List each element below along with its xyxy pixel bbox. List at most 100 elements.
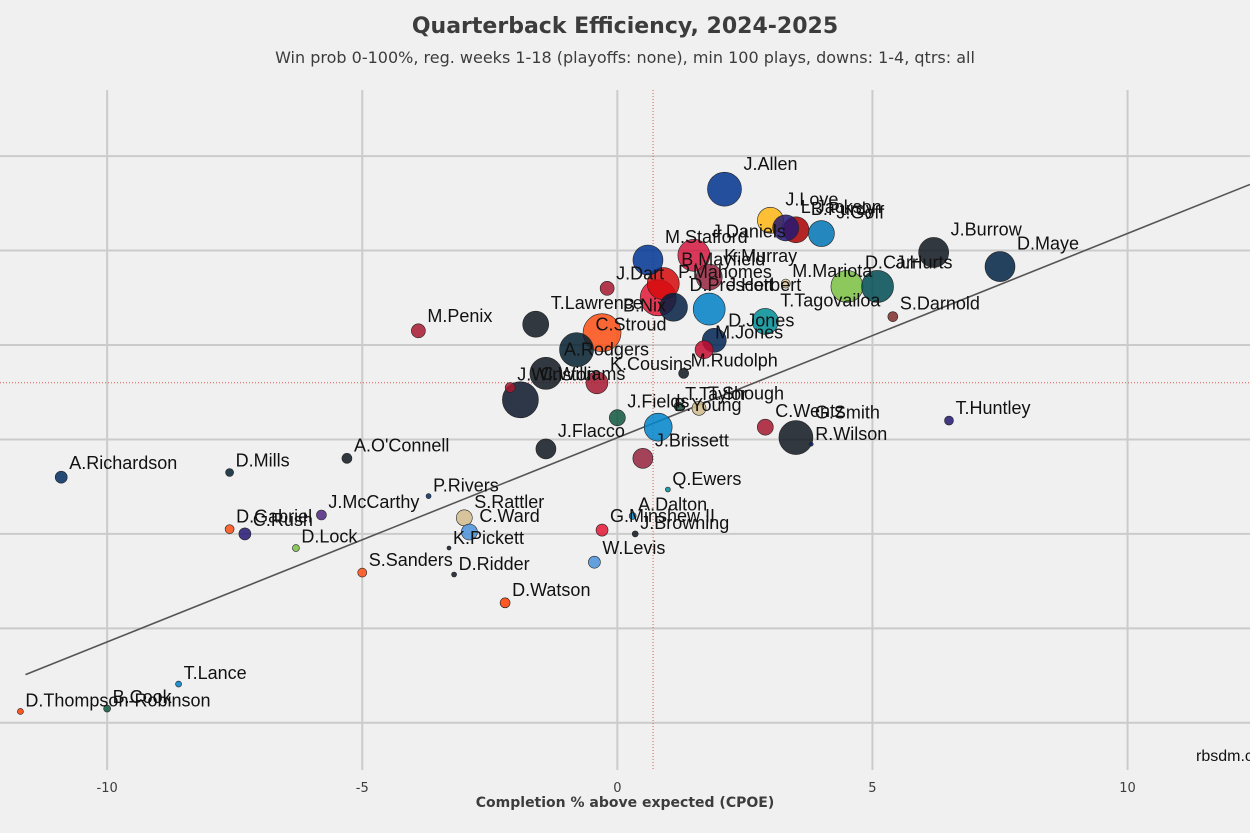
label-k-cousins: K.Cousins [610, 354, 692, 374]
point-t-taylor [673, 401, 684, 412]
x-tick-label: 5 [868, 781, 876, 796]
label-j-herbert: J.Herbert [727, 275, 801, 295]
label-a-rodgers: A.Rodgers [564, 339, 649, 359]
point-d-ridder [451, 571, 457, 578]
point-g-smith [778, 420, 814, 455]
x-tick-label: -5 [356, 781, 369, 796]
label-w-levis: W.Levis [602, 538, 665, 558]
point-j-hurts [861, 270, 894, 303]
point-c-rush [238, 527, 252, 541]
point-j-mccarthy [316, 509, 327, 521]
label-b-cook: B.Cook [113, 687, 173, 707]
point-m-rudolph [678, 368, 689, 379]
label-a-o-connell: A.O'Connell [354, 435, 449, 455]
label-m-jones: M.Jones [715, 323, 783, 343]
label-j-hurts: J.Hurts [896, 252, 953, 272]
label-b-young: B.Young [674, 395, 741, 415]
point-k-cousins [585, 371, 609, 395]
label-c-stroud: C.Stroud [596, 315, 667, 335]
label-b-mayfield: B.Mayfield [681, 250, 765, 270]
x-tick-label: 0 [613, 781, 621, 796]
point-b-young [643, 412, 673, 442]
label-j-brissett: J.Brissett [655, 430, 729, 450]
point-d-watson [499, 597, 511, 609]
label-t-shough: T.Shough [708, 383, 784, 403]
point-t-lance [175, 680, 182, 688]
point-c-wentz [757, 418, 774, 436]
chart-title: Quarterback Efficiency, 2024-2025 [411, 14, 839, 39]
x-axis-ticks: -10 -5 0 5 10 [97, 781, 1136, 796]
label-g-smith: G.Smith [815, 403, 880, 423]
label-k-pickett: K.Pickett [453, 528, 524, 548]
label-j-fields: J.Fields [627, 392, 689, 412]
x-tick-label: 10 [1119, 781, 1136, 796]
point-a-o-connell [341, 453, 353, 464]
point-m-mariota [780, 278, 791, 289]
label-j-goff: J.Goff [836, 203, 885, 223]
point-c-stroud [559, 332, 594, 368]
label-d-lock: D.Lock [301, 527, 358, 547]
gridlines [0, 90, 1250, 770]
label-s-darnold: S.Darnold [900, 294, 980, 314]
point-d-thompson-robinson [17, 708, 24, 715]
label-j-allen: J.Allen [743, 154, 797, 174]
label-m-mariota: M.Mariota [792, 261, 873, 281]
label-d-carr: D.Carr [865, 252, 918, 272]
point-l-jackson [772, 214, 800, 242]
point-t-tagovailoa [752, 308, 779, 335]
point-k-murray [695, 263, 723, 291]
point-r-wilson [808, 441, 814, 447]
x-axis-label: Completion % above expected (CPOE) [475, 795, 775, 811]
point-a-rodgers [529, 357, 563, 390]
point-m-jones [694, 340, 714, 360]
label-d-prescott: D.Prescott [689, 275, 773, 295]
label-s-sanders: S.Sanders [369, 550, 453, 570]
label-r-wilson: R.Wilson [815, 424, 887, 444]
label-j-flacco: J.Flacco [558, 421, 625, 441]
point-j-winston [504, 382, 516, 393]
watermark: rbsdm.com [1196, 748, 1250, 765]
label-d-watson: D.Watson [512, 580, 590, 600]
point-q-ewers [665, 486, 671, 493]
label-j-mccarthy: J.McCarthy [328, 492, 419, 512]
point-j-flacco [535, 438, 557, 460]
point-s-rattler [455, 509, 473, 527]
label-l-jackson: L.Jackson [801, 197, 882, 217]
point-b-nix [582, 313, 622, 353]
label-d-mills: D.Mills [236, 451, 290, 471]
label-j-love: J.Love [785, 189, 838, 209]
point-j-brissett [632, 448, 654, 469]
label-s-rattler: S.Rattler [474, 492, 544, 512]
label-t-taylor: T.Taylor [685, 384, 747, 404]
point-w-levis [588, 555, 601, 569]
label-m-stafford: M.Stafford [665, 227, 748, 247]
point-d-mills [225, 468, 234, 477]
point-j-browning [631, 530, 639, 538]
label-q-ewers: Q.Ewers [672, 469, 741, 489]
label-m-penix: M.Penix [427, 306, 492, 326]
label-j-burrow: J.Burrow [951, 219, 1023, 239]
point-p-rivers [425, 493, 432, 499]
label-t-lawrence: T.Lawrence [551, 293, 643, 313]
point-t-shough [691, 400, 707, 416]
trend-line [25, 183, 1250, 676]
label-j-winston: J.Winston [517, 365, 596, 385]
label-c-williams: C.Williams [540, 364, 625, 384]
point-j-fields [609, 409, 626, 427]
point-d-gabriel [224, 524, 235, 534]
label-p-mahomes: P.Mahomes [678, 262, 772, 282]
point-s-sanders [357, 567, 368, 578]
data-points [17, 171, 1016, 715]
label-j-browning: J.Browning [640, 513, 729, 533]
x-tick-label: -10 [97, 781, 118, 796]
label-c-wentz: C.Wentz [775, 401, 844, 421]
point-b-cook [103, 704, 111, 713]
label-t-tagovailoa: T.Tagovailoa [780, 290, 881, 310]
label-g-minshew-ii: G.Minshew II [610, 506, 715, 526]
point-t-lawrence [522, 310, 550, 338]
label-k-murray: K.Murray [724, 246, 797, 266]
label-j-daniels: J.Daniels [712, 221, 786, 241]
point-j-allen [707, 171, 742, 207]
